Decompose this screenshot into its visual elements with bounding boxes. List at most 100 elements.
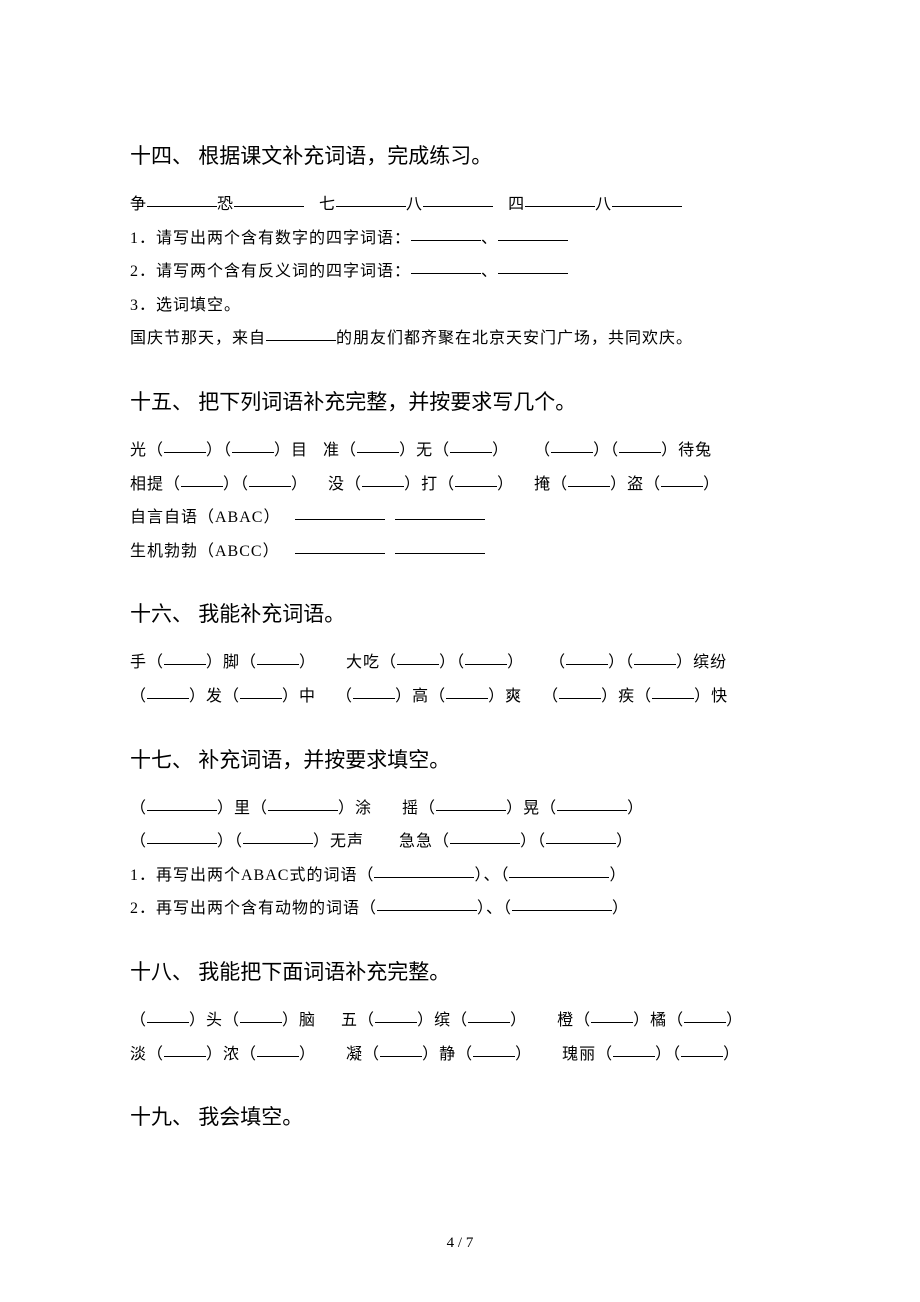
text: ）无（ [399,442,450,459]
text: ）快 [694,688,728,705]
text: （ [549,654,566,671]
blank[interactable] [295,538,385,554]
text: ）无声 [313,833,364,850]
blank[interactable] [436,795,506,811]
blank[interactable] [619,437,661,453]
text: 的朋友们都齐聚在北京天安门广场，共同欢庆。 [336,330,693,347]
blank[interactable] [498,258,568,274]
blank[interactable] [181,471,223,487]
blank[interactable] [375,1007,417,1023]
blank[interactable] [243,828,313,844]
text: 光（ [130,442,164,459]
text: ）缤（ [417,1012,468,1029]
text: 瑰丽（ [562,1046,613,1063]
text: ） [299,654,316,671]
blank[interactable] [336,191,406,207]
blank[interactable] [362,471,404,487]
blank[interactable] [147,191,217,207]
blank[interactable] [164,437,206,453]
blank[interactable] [164,1041,206,1057]
blank[interactable] [551,437,593,453]
text: ）、（ [477,900,512,917]
blank[interactable] [232,437,274,453]
text: ）脚（ [206,654,257,671]
section-15-row1: 光（）（）目 准（）无（） （）（）待兔 [130,434,790,468]
section-15-row4: 生机勃勃（ABCC） [130,535,790,569]
blank[interactable] [374,862,474,878]
text: 七 [319,196,336,213]
text: ）涂 [338,800,372,817]
blank[interactable] [546,828,616,844]
blank[interactable] [357,437,399,453]
blank[interactable] [423,191,493,207]
text: ）浓（ [206,1046,257,1063]
blank[interactable] [557,795,627,811]
page-number: 4 / 7 [0,1235,920,1252]
blank[interactable] [411,225,481,241]
text: ） [723,1046,740,1063]
text: （ [130,688,147,705]
blank[interactable] [591,1007,633,1023]
blank[interactable] [566,649,608,665]
blank[interactable] [512,895,612,911]
blank[interactable] [465,649,507,665]
text: ） [609,867,626,884]
text: ）（ [520,833,546,850]
blank[interactable] [446,683,488,699]
blank[interactable] [147,1007,189,1023]
blank[interactable] [240,1007,282,1023]
text: 五（ [341,1012,375,1029]
blank[interactable] [613,1041,655,1057]
text: ）静（ [422,1046,473,1063]
blank[interactable] [234,191,304,207]
blank[interactable] [295,504,385,520]
blank[interactable] [257,649,299,665]
blank[interactable] [268,795,338,811]
blank[interactable] [266,325,336,341]
blank[interactable] [249,471,291,487]
blank[interactable] [661,471,703,487]
section-14-title: 十四、 根据课文补充词语，完成练习。 [130,140,790,170]
blank[interactable] [395,504,485,520]
section-18-row2: 淡（）浓（） 凝（）静（） 瑰丽（）（） [130,1038,790,1072]
blank[interactable] [455,471,497,487]
text: ）（ [223,476,249,493]
text: （ [542,688,559,705]
text: ）缤纷 [676,654,727,671]
text: （ [130,833,147,850]
blank[interactable] [684,1007,726,1023]
blank[interactable] [380,1041,422,1057]
blank[interactable] [559,683,601,699]
blank[interactable] [509,862,609,878]
blank[interactable] [473,1041,515,1057]
blank[interactable] [164,649,206,665]
text: ）（ [217,833,243,850]
blank[interactable] [468,1007,510,1023]
blank[interactable] [498,225,568,241]
text: ） [612,900,629,917]
blank[interactable] [450,437,492,453]
text: 恐 [217,196,234,213]
blank[interactable] [681,1041,723,1057]
blank[interactable] [353,683,395,699]
text: 、 [481,263,498,280]
text: ） [703,476,720,493]
blank[interactable] [240,683,282,699]
blank[interactable] [652,683,694,699]
blank[interactable] [395,538,485,554]
blank[interactable] [377,895,477,911]
text: ）（ [608,654,634,671]
blank[interactable] [397,649,439,665]
blank[interactable] [450,828,520,844]
text: ） [510,1012,527,1029]
blank[interactable] [634,649,676,665]
blank[interactable] [147,683,189,699]
blank[interactable] [147,795,217,811]
blank[interactable] [612,191,682,207]
blank[interactable] [411,258,481,274]
blank[interactable] [525,191,595,207]
blank[interactable] [257,1041,299,1057]
blank[interactable] [147,828,217,844]
blank[interactable] [568,471,610,487]
text: ）头（ [189,1012,240,1029]
